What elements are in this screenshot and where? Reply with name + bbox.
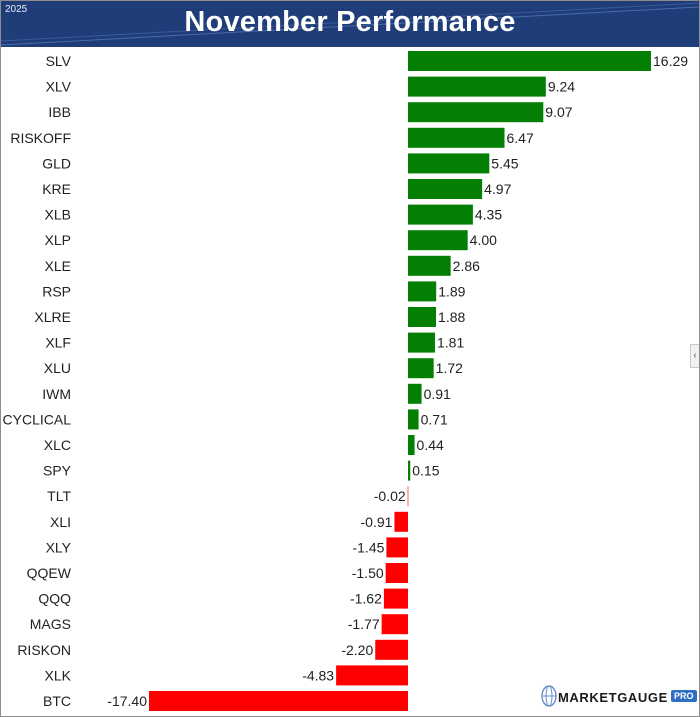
value-label: -2.20 (341, 642, 373, 658)
value-label: 0.44 (417, 437, 444, 453)
bar (408, 358, 434, 379)
bar (408, 51, 651, 71)
bar (408, 230, 468, 251)
value-label: 5.45 (491, 155, 518, 171)
bar (408, 102, 544, 123)
value-label: -0.02 (374, 488, 406, 504)
category-label: IBB (48, 104, 71, 120)
expand-handle[interactable]: ‹ (690, 344, 699, 368)
value-label: -17.40 (107, 693, 147, 709)
category-label: QQEW (27, 565, 72, 581)
value-label: 2.86 (453, 258, 480, 274)
value-label: 0.91 (424, 386, 451, 402)
category-label: RISKOFF (10, 130, 71, 146)
chart-title: November Performance (184, 6, 516, 38)
category-label: XLI (50, 514, 71, 530)
header-decoration (1, 2, 699, 46)
bar (407, 486, 409, 507)
value-label: 1.81 (437, 335, 464, 351)
bar (408, 332, 435, 353)
bar (381, 614, 408, 635)
year-label: 2025 (5, 4, 28, 15)
category-label: RSP (42, 283, 71, 299)
value-label: 1.89 (438, 283, 465, 299)
value-label: -1.62 (350, 591, 382, 607)
bar (408, 281, 437, 302)
bar (408, 409, 419, 430)
logo-text: MARKETGAUGE (558, 690, 668, 705)
bar (385, 563, 408, 583)
value-label: 6.47 (507, 130, 534, 146)
value-label: 0.71 (421, 411, 448, 427)
bar (408, 179, 483, 199)
value-label: 1.72 (436, 360, 463, 376)
value-label: 9.24 (548, 79, 575, 95)
bar (149, 691, 408, 711)
category-label: TLT (47, 488, 71, 504)
logo-pro-badge: PRO (671, 690, 697, 702)
category-label: XLK (45, 667, 72, 683)
bar (383, 588, 408, 609)
bar (394, 511, 408, 532)
bar (408, 435, 415, 455)
bar (375, 639, 408, 660)
value-label: -1.45 (352, 539, 384, 555)
category-label: XLY (46, 539, 72, 555)
category-label: RISKON (17, 642, 71, 658)
marketgauge-logo: MARKETGAUGE PRO (541, 684, 699, 712)
category-label: KRE (42, 181, 71, 197)
globe-icon (541, 685, 557, 707)
value-label: 4.97 (484, 181, 511, 197)
value-label: -4.83 (302, 667, 334, 683)
bar (408, 76, 546, 97)
category-label: SLV (46, 53, 72, 69)
category-label: XLU (44, 360, 71, 376)
bar (408, 153, 490, 174)
bar (408, 255, 451, 276)
category-label: XLV (46, 79, 72, 95)
value-label: 4.35 (475, 207, 502, 223)
category-label: MAGS (30, 616, 71, 632)
chart-header: 2025 November Performance (1, 1, 699, 47)
category-label: XLRE (34, 309, 71, 325)
bar (408, 307, 437, 327)
category-label: IWM (42, 386, 71, 402)
category-label: SPY (43, 463, 72, 479)
bar (408, 460, 411, 481)
bar (386, 537, 408, 558)
category-label: GLD (42, 155, 71, 171)
bar (408, 204, 473, 225)
bar (336, 665, 408, 686)
value-label: 9.07 (545, 104, 572, 120)
value-label: 1.88 (438, 309, 465, 325)
category-label: XLE (45, 258, 71, 274)
category-label: XLC (44, 437, 71, 453)
category-label: BTC (43, 693, 71, 709)
category-label: XLF (45, 335, 71, 351)
category-label: XLP (45, 232, 71, 248)
value-label: 16.29 (653, 53, 688, 69)
bar (408, 383, 422, 404)
category-label: QQQ (38, 591, 71, 607)
value-label: -1.50 (352, 565, 384, 581)
category-label: XLB (45, 207, 71, 223)
value-label: -0.91 (361, 514, 393, 530)
value-label: -1.77 (348, 616, 380, 632)
category-label: CYCLICAL (3, 411, 72, 427)
value-label: 4.00 (470, 232, 497, 248)
bar (408, 127, 505, 148)
value-label: 0.15 (412, 463, 439, 479)
